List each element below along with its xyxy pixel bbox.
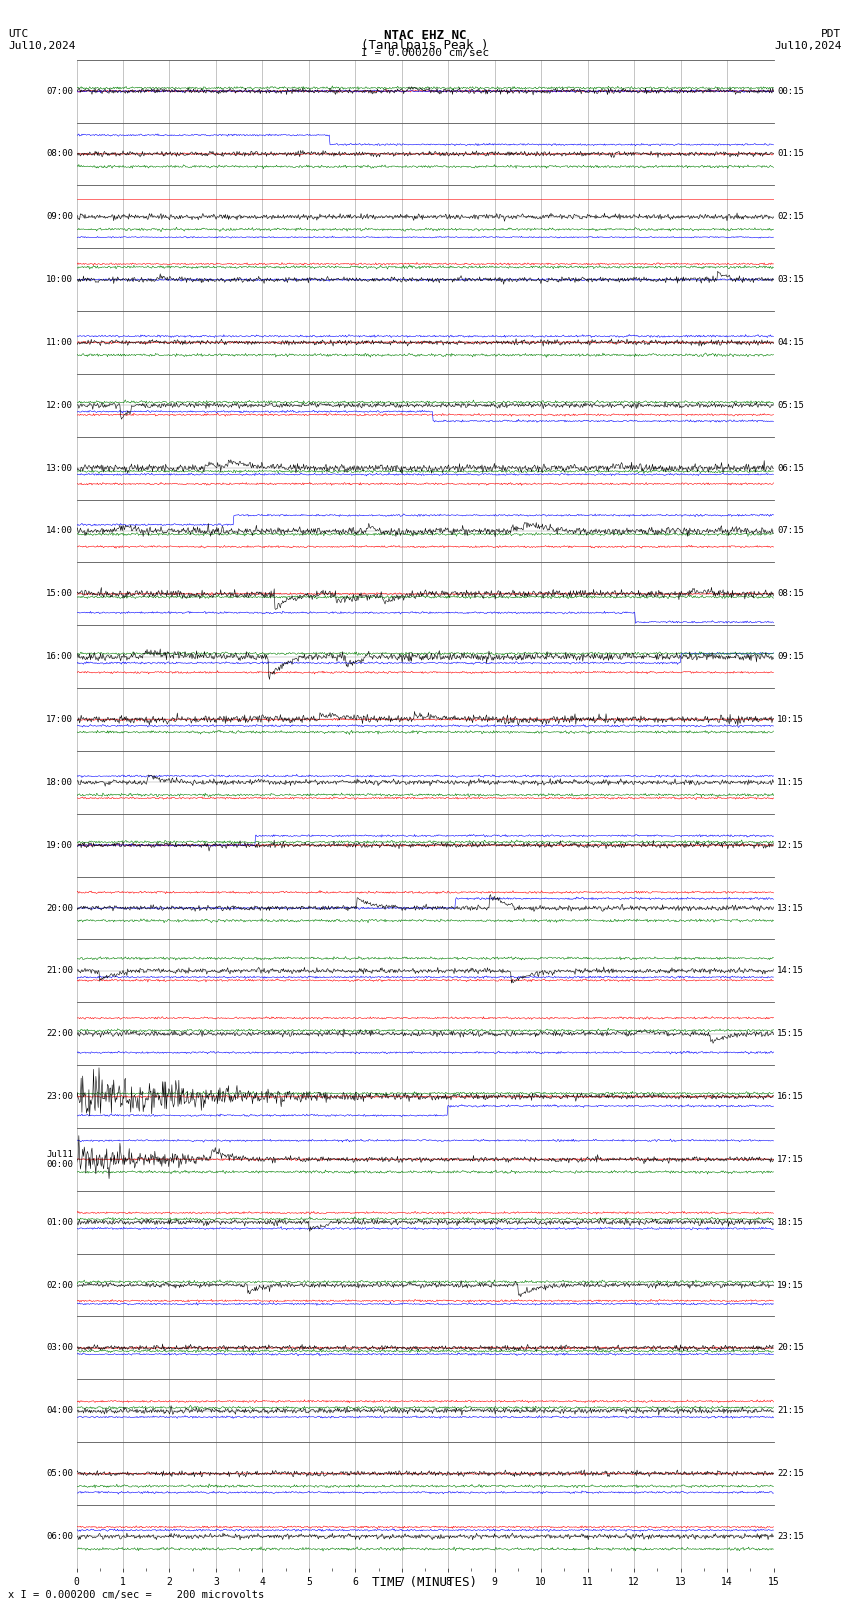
Text: 04:15: 04:15 (777, 339, 804, 347)
Text: NTAC EHZ NC: NTAC EHZ NC (383, 29, 467, 42)
Text: 04:00: 04:00 (46, 1407, 73, 1415)
Text: 07:15: 07:15 (777, 526, 804, 536)
Text: 23:00: 23:00 (46, 1092, 73, 1102)
Text: 15:15: 15:15 (777, 1029, 804, 1039)
Text: 05:15: 05:15 (777, 400, 804, 410)
Text: 12:00: 12:00 (46, 400, 73, 410)
Text: PDT
Jul10,2024: PDT Jul10,2024 (774, 29, 842, 50)
Text: 15:00: 15:00 (46, 589, 73, 598)
Text: 09:00: 09:00 (46, 213, 73, 221)
Text: 12:15: 12:15 (777, 840, 804, 850)
Text: 20:00: 20:00 (46, 903, 73, 913)
Text: 00:15: 00:15 (777, 87, 804, 95)
Text: 08:00: 08:00 (46, 150, 73, 158)
Text: 17:15: 17:15 (777, 1155, 804, 1165)
Text: 19:00: 19:00 (46, 840, 73, 850)
Text: 02:15: 02:15 (777, 213, 804, 221)
Text: 09:15: 09:15 (777, 652, 804, 661)
Text: 13:00: 13:00 (46, 463, 73, 473)
Text: 08:15: 08:15 (777, 589, 804, 598)
Text: Jul11
00:00: Jul11 00:00 (46, 1150, 73, 1169)
Text: 01:15: 01:15 (777, 150, 804, 158)
Text: 21:00: 21:00 (46, 966, 73, 976)
Text: 05:00: 05:00 (46, 1469, 73, 1478)
Text: UTC
Jul10,2024: UTC Jul10,2024 (8, 29, 76, 50)
Text: 18:15: 18:15 (777, 1218, 804, 1227)
Text: 19:15: 19:15 (777, 1281, 804, 1289)
Text: 06:00: 06:00 (46, 1532, 73, 1540)
Text: 01:00: 01:00 (46, 1218, 73, 1227)
Text: 13:15: 13:15 (777, 903, 804, 913)
Text: 14:00: 14:00 (46, 526, 73, 536)
Text: I = 0.000200 cm/sec: I = 0.000200 cm/sec (361, 48, 489, 58)
Text: 18:00: 18:00 (46, 777, 73, 787)
Text: 11:00: 11:00 (46, 339, 73, 347)
Text: x I = 0.000200 cm/sec =    200 microvolts: x I = 0.000200 cm/sec = 200 microvolts (8, 1590, 264, 1600)
Text: 20:15: 20:15 (777, 1344, 804, 1352)
Text: 03:00: 03:00 (46, 1344, 73, 1352)
Text: 02:00: 02:00 (46, 1281, 73, 1289)
Text: (Tanalpais Peak ): (Tanalpais Peak ) (361, 39, 489, 52)
Text: TIME (MINUTES): TIME (MINUTES) (372, 1576, 478, 1589)
Text: 16:00: 16:00 (46, 652, 73, 661)
Text: 07:00: 07:00 (46, 87, 73, 95)
Text: 22:15: 22:15 (777, 1469, 804, 1478)
Text: 22:00: 22:00 (46, 1029, 73, 1039)
Text: 03:15: 03:15 (777, 276, 804, 284)
Text: 10:00: 10:00 (46, 276, 73, 284)
Text: 17:00: 17:00 (46, 715, 73, 724)
Text: 14:15: 14:15 (777, 966, 804, 976)
Text: 16:15: 16:15 (777, 1092, 804, 1102)
Text: 10:15: 10:15 (777, 715, 804, 724)
Text: 23:15: 23:15 (777, 1532, 804, 1540)
Text: 11:15: 11:15 (777, 777, 804, 787)
Text: 06:15: 06:15 (777, 463, 804, 473)
Text: 21:15: 21:15 (777, 1407, 804, 1415)
